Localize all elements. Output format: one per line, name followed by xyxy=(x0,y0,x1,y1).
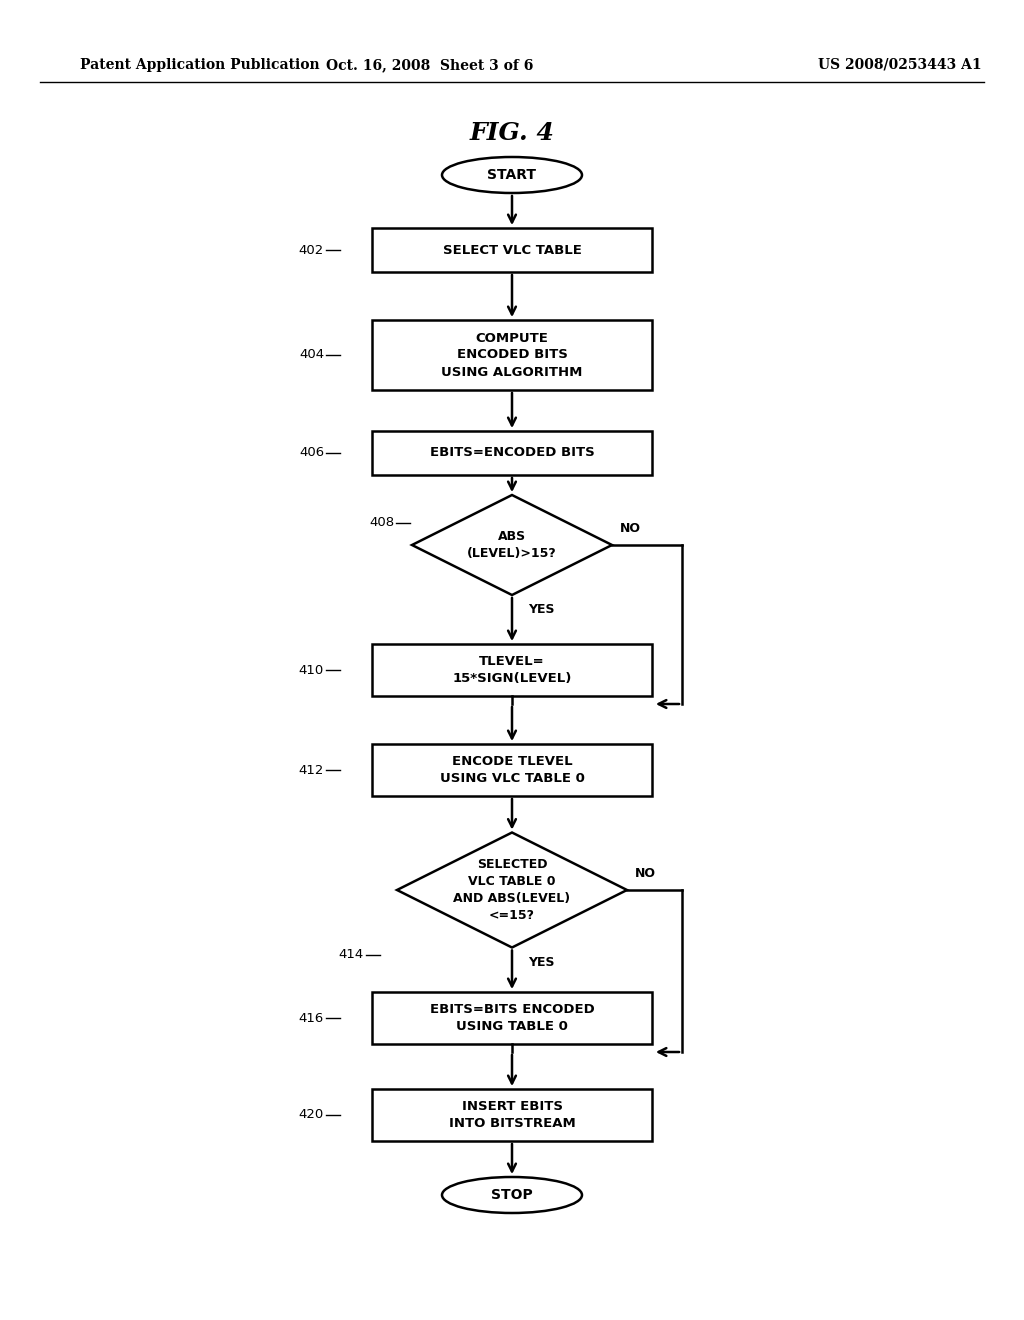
Polygon shape xyxy=(397,833,627,948)
Text: Patent Application Publication: Patent Application Publication xyxy=(80,58,319,73)
Bar xyxy=(372,1089,652,1140)
Text: US 2008/0253443 A1: US 2008/0253443 A1 xyxy=(818,58,982,73)
Text: 414: 414 xyxy=(339,949,364,961)
Polygon shape xyxy=(412,495,612,595)
Text: 416: 416 xyxy=(299,1011,324,1024)
Text: EBITS=BITS ENCODED
USING TABLE 0: EBITS=BITS ENCODED USING TABLE 0 xyxy=(430,1003,594,1034)
Text: 404: 404 xyxy=(299,348,324,362)
Bar xyxy=(372,644,652,696)
Bar xyxy=(372,228,652,272)
Text: ABS
(LEVEL)>15?: ABS (LEVEL)>15? xyxy=(467,531,557,560)
Text: TLEVEL=
15*SIGN(LEVEL): TLEVEL= 15*SIGN(LEVEL) xyxy=(453,655,571,685)
Text: INSERT EBITS
INTO BITSTREAM: INSERT EBITS INTO BITSTREAM xyxy=(449,1100,575,1130)
Text: 408: 408 xyxy=(369,516,394,529)
Text: NO: NO xyxy=(620,521,641,535)
Text: EBITS=ENCODED BITS: EBITS=ENCODED BITS xyxy=(430,446,594,459)
Bar xyxy=(372,319,652,389)
Text: ENCODE TLEVEL
USING VLC TABLE 0: ENCODE TLEVEL USING VLC TABLE 0 xyxy=(439,755,585,785)
Text: STOP: STOP xyxy=(492,1188,532,1203)
Text: 406: 406 xyxy=(299,446,324,459)
Text: 402: 402 xyxy=(299,243,324,256)
Text: SELECTED
VLC TABLE 0
AND ABS(LEVEL)
<=15?: SELECTED VLC TABLE 0 AND ABS(LEVEL) <=15… xyxy=(454,858,570,921)
Text: 412: 412 xyxy=(299,763,324,776)
Text: NO: NO xyxy=(635,867,656,880)
Text: 410: 410 xyxy=(299,664,324,676)
Ellipse shape xyxy=(442,157,582,193)
Text: START: START xyxy=(487,168,537,182)
Bar xyxy=(372,432,652,475)
Text: FIG. 4: FIG. 4 xyxy=(470,121,554,145)
Text: COMPUTE
ENCODED BITS
USING ALGORITHM: COMPUTE ENCODED BITS USING ALGORITHM xyxy=(441,331,583,379)
Text: 420: 420 xyxy=(299,1109,324,1122)
Text: Oct. 16, 2008  Sheet 3 of 6: Oct. 16, 2008 Sheet 3 of 6 xyxy=(327,58,534,73)
Text: SELECT VLC TABLE: SELECT VLC TABLE xyxy=(442,243,582,256)
Text: YES: YES xyxy=(528,956,555,969)
Bar xyxy=(372,993,652,1044)
Bar xyxy=(372,744,652,796)
Text: YES: YES xyxy=(528,603,555,616)
Ellipse shape xyxy=(442,1177,582,1213)
